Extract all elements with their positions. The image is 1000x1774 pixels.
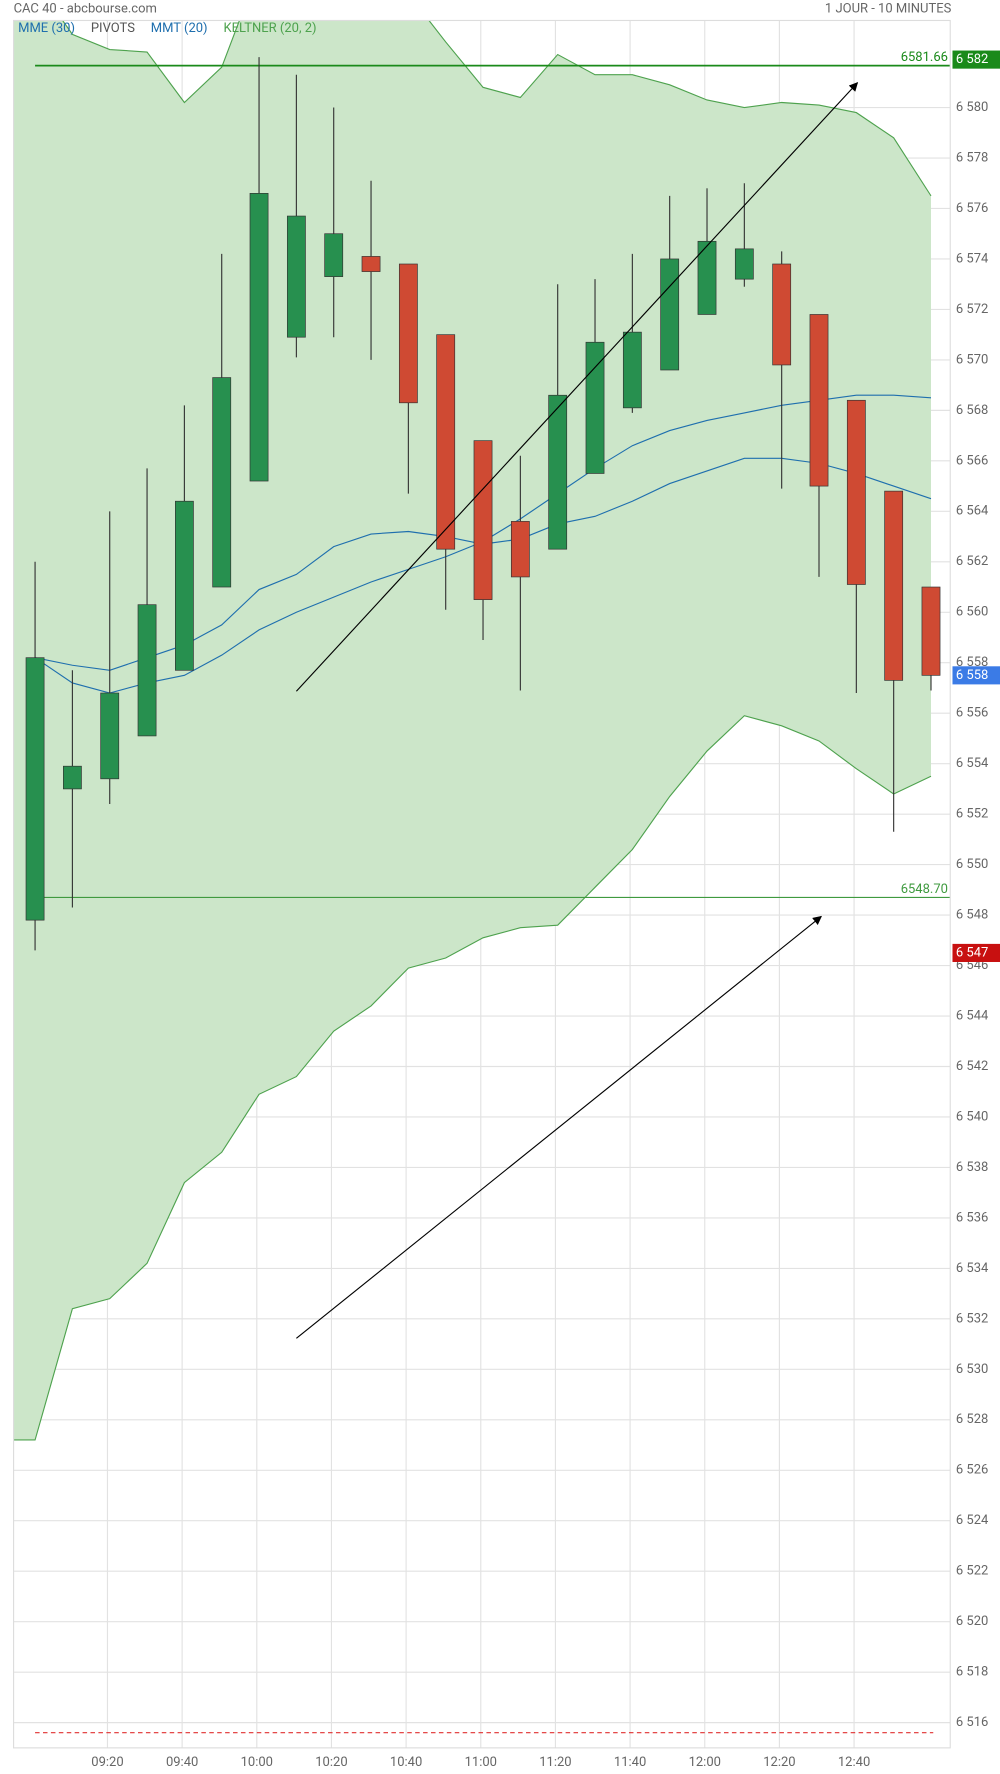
plot-frame xyxy=(13,19,951,1749)
y-tick-label: 6 530 xyxy=(956,1362,988,1377)
y-tick-label: 6 542 xyxy=(956,1059,988,1074)
y-tick-label: 6 576 xyxy=(956,201,988,216)
y-tick-label: 6 560 xyxy=(956,605,988,620)
price-badge-label: 6 547 xyxy=(956,945,988,960)
y-tick-label: 6 580 xyxy=(956,100,988,115)
candle-body xyxy=(548,394,568,550)
level-label: 6581.66 xyxy=(901,50,948,65)
y-tick-label: 6 572 xyxy=(956,302,988,317)
y-tick-label: 6 518 xyxy=(956,1665,988,1680)
y-tick-label: 6 524 xyxy=(956,1513,989,1528)
x-tick-label: 10:40 xyxy=(390,1755,422,1770)
x-tick-label: 11:40 xyxy=(614,1755,646,1770)
y-tick-label: 6 548 xyxy=(956,908,988,923)
legend: MME (30) PIVOTS MMT (20) KELTNER (20, 2) xyxy=(18,21,316,36)
legend-entry: KELTNER (20, 2) xyxy=(223,21,316,36)
x-tick-label: 10:00 xyxy=(241,1755,273,1770)
candle-body xyxy=(286,215,306,338)
candle-body xyxy=(660,258,680,371)
candle-body xyxy=(212,377,232,588)
candle-body xyxy=(324,233,344,277)
trend-arrow xyxy=(295,82,859,692)
candle-body xyxy=(846,399,866,585)
y-tick-label: 6 526 xyxy=(956,1463,988,1478)
candle-body xyxy=(436,334,456,550)
y-tick-label: 6 528 xyxy=(956,1412,988,1427)
y-tick-label: 6 516 xyxy=(956,1715,988,1730)
band-lower xyxy=(13,715,932,1441)
x-tick-label: 12:20 xyxy=(763,1755,795,1770)
y-tick-label: 6 564 xyxy=(956,504,989,519)
candle-body xyxy=(361,256,381,272)
band-area xyxy=(13,20,931,1440)
candle-body xyxy=(734,248,754,280)
trend-arrow xyxy=(296,915,822,1339)
candle-body xyxy=(249,193,269,482)
candle-body xyxy=(100,692,120,780)
x-tick-label: 11:20 xyxy=(539,1755,571,1770)
y-tick-label: 6 570 xyxy=(956,352,988,367)
y-tick-label: 6 522 xyxy=(956,1564,988,1579)
y-axis: 6 516 6 518 6 520 6 522 6 524 6 526 6 528 6 530… xyxy=(91,100,989,1770)
price-badge-label: 6 582 xyxy=(956,52,988,67)
candle-body xyxy=(772,263,792,366)
candle-body xyxy=(63,765,82,790)
y-tick-label: 6 556 xyxy=(956,706,988,721)
candle-body xyxy=(398,263,418,404)
x-tick-label: 12:00 xyxy=(689,1755,721,1770)
candle-body xyxy=(510,521,530,578)
legend-entry: MME (30) xyxy=(18,21,75,36)
y-tick-label: 6 566 xyxy=(956,453,988,468)
plot-area xyxy=(13,20,951,1734)
y-tick-label: 6 554 xyxy=(956,756,989,771)
candle-body xyxy=(473,440,493,600)
y-tick-label: 6 534 xyxy=(956,1261,989,1276)
chart-title: CAC 40 - abcbourse.com xyxy=(14,2,157,17)
y-tick-label: 6 532 xyxy=(956,1311,988,1326)
candle-body xyxy=(921,586,941,676)
x-tick-label: 09:20 xyxy=(91,1755,123,1770)
candle-body xyxy=(809,314,829,487)
x-tick-label: 12:40 xyxy=(838,1755,870,1770)
price-badge xyxy=(952,943,1000,962)
candle-body xyxy=(137,604,157,737)
level-label: 6548.70 xyxy=(901,882,948,897)
y-tick-label: 6 544 xyxy=(956,1008,989,1023)
candle-body xyxy=(175,500,194,671)
candle-body xyxy=(585,341,605,474)
y-tick-label: 6 538 xyxy=(956,1160,988,1175)
price-badge xyxy=(952,50,1000,69)
y-tick-label: 6 552 xyxy=(956,807,988,822)
legend-entry: PIVOTS xyxy=(91,21,135,36)
y-tick-label: 6 568 xyxy=(956,403,988,418)
chart-subtitle: 1 JOUR - 10 MINUTES xyxy=(825,2,952,17)
y-tick-label: 6 562 xyxy=(956,554,988,569)
price-badge-label: 6 558 xyxy=(956,668,988,683)
price-badge xyxy=(952,666,1000,685)
x-tick-label: 11:00 xyxy=(465,1755,497,1770)
y-tick-label: 6 520 xyxy=(956,1614,988,1629)
y-tick-label: 6 574 xyxy=(956,251,989,266)
y-tick-label: 6 550 xyxy=(956,857,988,872)
candle-body xyxy=(25,657,45,921)
candle-body xyxy=(622,331,642,409)
legend-entry: MMT (20) xyxy=(151,21,208,36)
x-tick-label: 09:40 xyxy=(166,1755,198,1770)
grid xyxy=(13,20,951,1748)
candle-body xyxy=(884,490,904,681)
band-upper xyxy=(61,20,932,197)
y-tick-label: 6 540 xyxy=(956,1109,988,1124)
y-tick-label: 6 536 xyxy=(956,1210,988,1225)
candle-body xyxy=(697,240,717,315)
y-tick-label: 6 578 xyxy=(956,150,988,165)
x-tick-label: 10:20 xyxy=(315,1755,347,1770)
